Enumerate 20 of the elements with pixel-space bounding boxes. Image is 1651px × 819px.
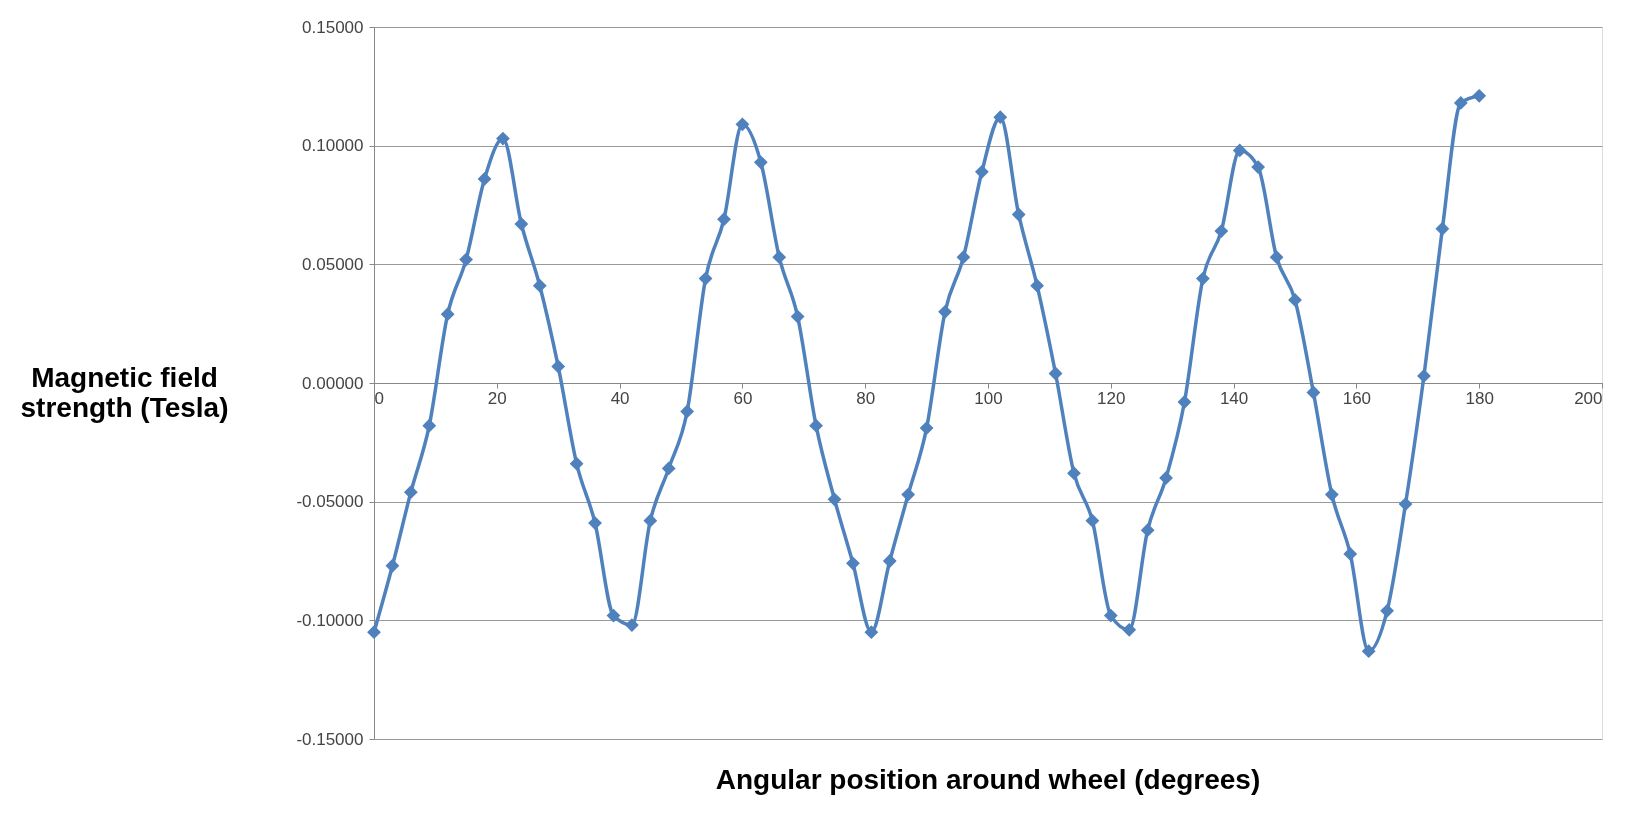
y-tick-label: 0.00000: [302, 373, 364, 393]
x-tick-label: 100: [974, 388, 1003, 408]
x-tick-label: 140: [1219, 388, 1249, 408]
x-tick-label: 80: [856, 388, 876, 408]
y-tick-label: -0.10000: [296, 610, 364, 630]
x-tick-label: 40: [610, 388, 630, 408]
y-axis-title: Magnetic field strength (Tesla): [20, 361, 229, 423]
y-tick-label: 0.05000: [302, 254, 364, 274]
x-axis-title: Angular position around wheel (degrees): [715, 764, 1261, 795]
y-tick-label: -0.15000: [296, 729, 364, 749]
x-tick-label: 160: [1342, 388, 1372, 408]
x-tick-label: 180: [1465, 388, 1494, 408]
y-tick-label: 0.10000: [302, 136, 364, 156]
x-tick-label: 60: [733, 388, 753, 408]
x-tick-label: 120: [1097, 388, 1126, 408]
y-tick-label: 0.15000: [302, 17, 364, 37]
x-tick-label: 20: [487, 388, 507, 408]
x-tick-label: 200: [1574, 388, 1603, 408]
x-tick-label: 0: [374, 388, 384, 408]
y-tick-label: -0.05000: [296, 492, 364, 512]
